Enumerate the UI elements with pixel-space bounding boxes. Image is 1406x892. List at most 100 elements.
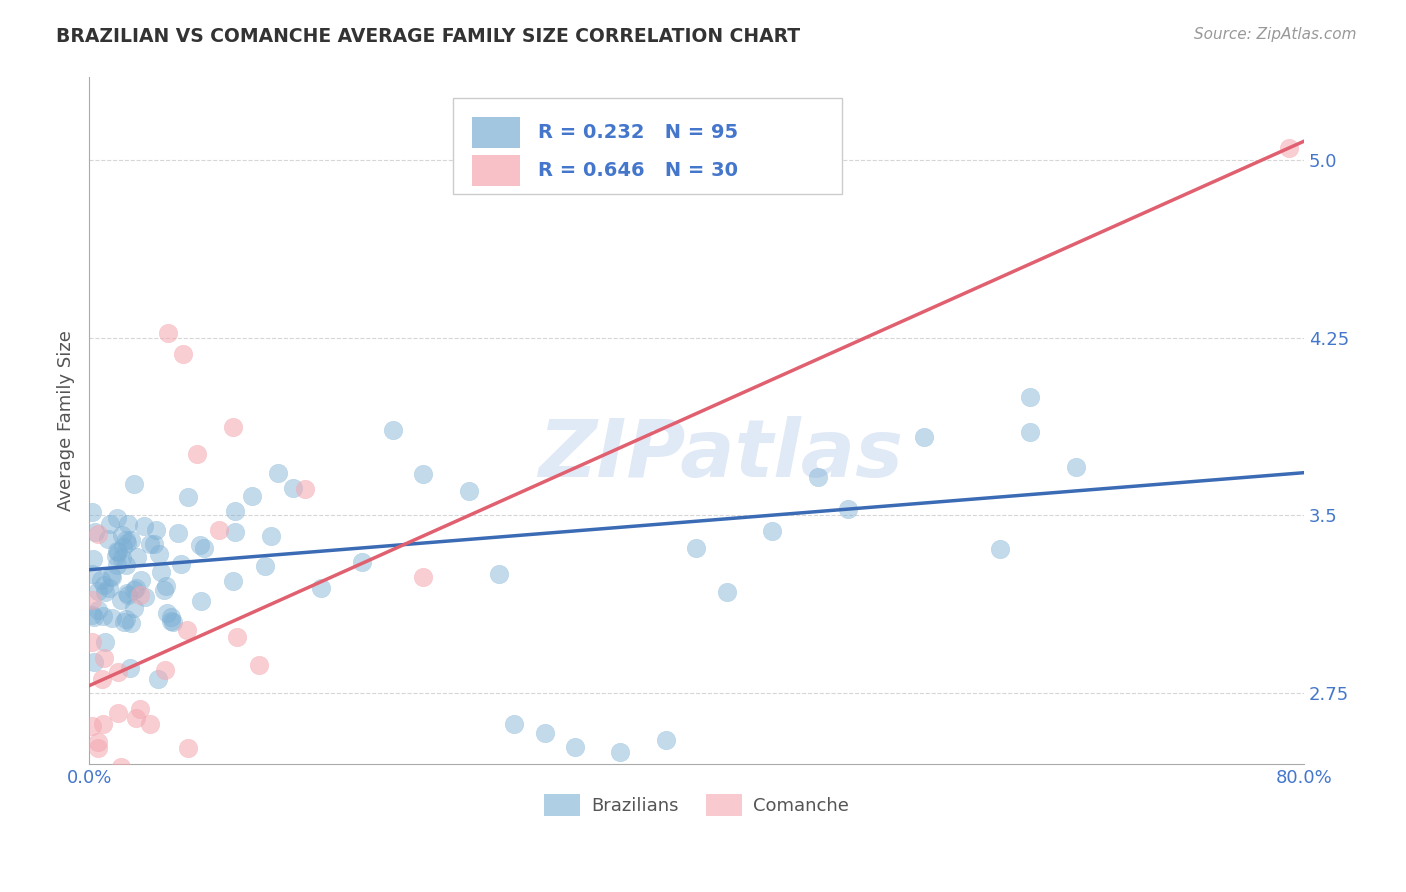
Point (125, 711, 148, 725)
Point (177, 490, 200, 504)
Point (167, 526, 190, 541)
Point (93, 650, 115, 665)
Point (156, 606, 179, 620)
Point (655, 733, 678, 747)
Point (988, 541, 1011, 556)
Point (111, 528, 134, 542)
Point (83, 655, 105, 669)
Point (129, 574, 152, 588)
Text: R = 0.646   N = 30: R = 0.646 N = 30 (538, 161, 738, 179)
Point (188, 538, 211, 552)
Point (105, 511, 128, 525)
FancyBboxPatch shape (471, 117, 520, 148)
Point (225, 630, 247, 644)
Point (82, 719, 104, 733)
Point (91, 672, 114, 686)
Point (117, 535, 139, 549)
Point (82, 551, 104, 566)
Point (807, 469, 830, 483)
Point (128, 588, 150, 602)
Point (240, 489, 263, 503)
Point (128, 702, 150, 716)
Point (162, 615, 184, 629)
Point (122, 601, 145, 615)
Point (176, 623, 198, 637)
Point (115, 586, 138, 600)
Point (224, 525, 246, 540)
Point (685, 541, 707, 556)
Point (1019, 390, 1042, 404)
Point (84, 525, 107, 540)
Point (145, 524, 167, 538)
Point (609, 745, 631, 759)
Point (488, 567, 510, 582)
Point (91, 608, 114, 623)
Point (117, 517, 139, 532)
Point (143, 537, 166, 551)
Text: Source: ZipAtlas.com: Source: ZipAtlas.com (1194, 27, 1357, 42)
Text: BRAZILIAN VS COMANCHE AVERAGE FAMILY SIZE CORRELATION CHART: BRAZILIAN VS COMANCHE AVERAGE FAMILY SIZ… (56, 27, 800, 45)
Point (134, 590, 156, 604)
Point (412, 569, 434, 583)
Point (155, 579, 177, 593)
Point (186, 447, 208, 461)
Point (107, 545, 129, 559)
Point (457, 484, 479, 499)
FancyBboxPatch shape (471, 154, 520, 186)
Point (139, 716, 162, 731)
Point (190, 593, 212, 607)
Point (533, 726, 555, 740)
Point (157, 326, 180, 340)
Point (82, 607, 104, 622)
Point (716, 585, 738, 599)
Point (105, 544, 128, 558)
Point (110, 760, 132, 774)
Point (100, 570, 122, 584)
Point (98, 516, 121, 531)
Point (222, 420, 245, 434)
Point (87, 741, 110, 756)
Point (104, 549, 127, 563)
Point (1064, 460, 1087, 475)
Text: R = 0.232   N = 95: R = 0.232 N = 95 (538, 123, 738, 142)
Point (82, 567, 104, 582)
Point (105, 558, 128, 572)
Point (118, 661, 141, 675)
Point (87, 735, 110, 749)
Point (111, 540, 134, 554)
Point (125, 581, 148, 595)
Point (309, 581, 332, 595)
Point (87, 526, 110, 541)
Point (294, 483, 316, 497)
Point (503, 716, 526, 731)
Point (83, 610, 105, 624)
Point (82, 593, 104, 607)
Point (94, 635, 117, 649)
Point (381, 423, 404, 437)
Point (254, 558, 277, 573)
Point (912, 430, 935, 444)
Point (86, 603, 108, 617)
Point (160, 615, 183, 629)
Point (1277, 141, 1299, 155)
Point (110, 593, 132, 607)
Point (87, 583, 110, 598)
Point (139, 537, 162, 551)
Point (193, 541, 215, 555)
Point (222, 574, 245, 588)
Point (91, 716, 114, 731)
Point (172, 347, 194, 361)
Point (260, 529, 283, 543)
Point (1019, 425, 1042, 439)
Legend: Brazilians, Comanche: Brazilians, Comanche (537, 787, 856, 823)
Point (115, 558, 138, 573)
Point (281, 481, 304, 495)
Point (82, 505, 104, 519)
Point (127, 550, 149, 565)
Point (412, 467, 434, 481)
Point (93, 577, 115, 591)
Point (148, 547, 170, 561)
Point (267, 467, 290, 481)
Point (122, 583, 145, 598)
Point (224, 504, 246, 518)
